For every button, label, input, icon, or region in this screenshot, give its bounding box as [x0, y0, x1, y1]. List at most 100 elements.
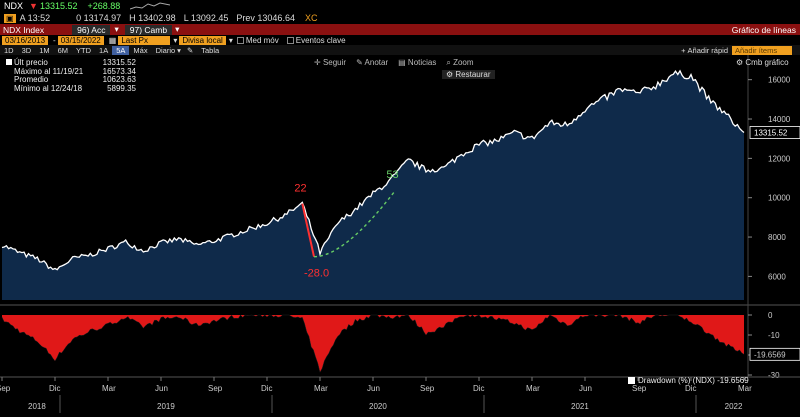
date-to-input[interactable]: 03/15/2022: [57, 35, 104, 45]
recovery-line: [313, 191, 395, 258]
checkbox-eventos[interactable]: [286, 36, 294, 44]
cmb-label: Cmb gráfico: [745, 58, 789, 67]
legend-label: Mínimo al 12/24/18: [14, 83, 83, 93]
y-tick-label: 8000: [768, 233, 786, 242]
legend-row: Promedio 10623.63: [6, 75, 136, 85]
drop-line: [301, 203, 315, 257]
zoom-label: Zoom: [453, 58, 474, 67]
tab-6m[interactable]: 6M: [57, 45, 69, 55]
x-tick-label: Mar: [314, 384, 328, 393]
last-price-badge: [749, 126, 800, 139]
prev-value: Prev 13046.64: [236, 13, 295, 23]
price-line: [1, 69, 745, 271]
legend-row: Últ precio 13315.52: [6, 58, 136, 68]
pencil-icon: ✎: [356, 58, 363, 67]
y2-tick-label: 0: [768, 311, 773, 320]
x-tick-label: Mar: [102, 384, 116, 393]
security-bar: NDX Index 96) Acc ▾ 97) Camb ▾ Gráfico d…: [0, 24, 800, 35]
chevron-down-icon: ▾: [228, 35, 233, 45]
xc-value: XC: [304, 13, 318, 23]
price-chart[interactable]: 60008000100001200014000160000-10-20-3013…: [0, 55, 800, 417]
acc-menu[interactable]: 96) Acc: [72, 24, 111, 35]
chevron-down-icon: ▾: [173, 35, 178, 45]
x-tick-label: Sep: [0, 384, 11, 393]
x-year-label: 2020: [369, 402, 387, 411]
annotation-drop: -28.0: [304, 268, 329, 280]
legend-label: Promedio: [14, 75, 49, 84]
calendar-icon[interactable]: ▦: [108, 35, 117, 45]
x-tick-label: Dic: [473, 384, 485, 393]
y-tick-label: 6000: [768, 272, 786, 281]
high-value: H 13402.98: [129, 13, 176, 23]
chart-action-bar: ✛ Seguir ✎ Anotar ▤ Noticias ⌕ Zoom: [314, 58, 474, 68]
ticker: NDX: [4, 1, 24, 11]
zoom-icon: ⌕: [446, 58, 451, 67]
y-tick-label: 12000: [768, 154, 791, 163]
y2-tick-label: -10: [768, 331, 780, 340]
x-year-label: 2018: [28, 402, 46, 411]
table-button[interactable]: Tabla: [201, 45, 220, 55]
tab-1d[interactable]: 1D: [4, 45, 14, 55]
chart-type-title: Gráfico de líneas: [731, 24, 796, 35]
index-name[interactable]: NDX Index: [3, 24, 45, 35]
gear-icon[interactable]: ✎: [186, 45, 194, 55]
x-tick-label: Jun: [155, 384, 168, 393]
x-year-label: 2022: [725, 402, 743, 411]
freq-select[interactable]: Diario: [155, 45, 176, 55]
cmb-grafico-button[interactable]: ⚙ Cmb gráfico: [736, 58, 789, 67]
down-arrow-icon: ▼: [29, 1, 38, 11]
restore-icon: ⚙: [446, 70, 454, 79]
x-tick-label: Dic: [261, 384, 273, 393]
last-price-badge-text: 13315.52: [754, 128, 788, 137]
noticias-button[interactable]: ▤ Noticias: [398, 58, 436, 68]
legend-value: 5899.35: [107, 83, 136, 93]
x-tick-label: Jun: [579, 384, 592, 393]
camb-menu[interactable]: 97) Camb: [124, 24, 173, 35]
ohlc-bar: ▣ A 13:52 0 13174.97 H 13402.98 L 13092.…: [0, 12, 800, 24]
tab-1a[interactable]: 1A: [99, 45, 109, 55]
anotar-button[interactable]: ✎ Anotar: [356, 58, 388, 68]
legend: Últ precio 13315.52 Máximo al 11/19/21 165…: [6, 58, 136, 93]
tab-5a[interactable]: 5A: [112, 45, 130, 55]
x-year-label: 2019: [157, 402, 175, 411]
tab-1m[interactable]: 1M: [39, 45, 50, 55]
bbg-icon[interactable]: ▣: [4, 13, 16, 23]
restaurar-button[interactable]: ⚙ Restaurar: [442, 70, 495, 79]
tab-3d[interactable]: 3D: [21, 45, 32, 55]
price-area: [2, 70, 744, 301]
legend-swatch-icon: [6, 59, 12, 65]
chevron-down-icon: ▾: [177, 45, 181, 55]
x-tick-label: Sep: [208, 384, 223, 393]
last-px-select[interactable]: Last Px: [118, 35, 171, 45]
zoom-button[interactable]: ⌕ Zoom: [446, 58, 473, 68]
x-tick-label: Dic: [49, 384, 61, 393]
open-value: 0 13174.97: [76, 13, 122, 23]
seguir-button[interactable]: ✛ Seguir: [314, 58, 346, 68]
legend-value: 10623.63: [102, 75, 136, 84]
plus-icon: +: [681, 45, 686, 55]
add-rapid-label[interactable]: Añadir rápid: [687, 45, 728, 55]
crosshair-icon: ✛: [314, 58, 321, 67]
anotar-label: Anotar: [364, 58, 389, 67]
tab-ytd[interactable]: YTD: [76, 45, 92, 55]
legend-label: Máximo al 11/19/21: [14, 66, 84, 76]
noticias-label: Noticias: [407, 58, 437, 67]
legend-label-text: Últ precio: [14, 58, 48, 67]
chevron-down-icon: ▾: [114, 24, 119, 34]
date-from-input[interactable]: 03/16/2013: [2, 35, 49, 45]
annotation-recovery: 53: [386, 169, 398, 181]
chart-settings-bar: 03/16/2013 - 03/15/2022 ▦ Last Px ▾ Divi…: [0, 35, 800, 45]
x-tick-label: Jun: [367, 384, 380, 393]
add-items-input[interactable]: Añadir ítems: [732, 45, 792, 55]
y-tick-label: 10000: [768, 194, 791, 203]
checkbox-med-mov[interactable]: [236, 36, 244, 44]
sparkline-icon: [130, 2, 171, 10]
x-tick-label: Sep: [632, 384, 647, 393]
news-icon: ▤: [398, 58, 406, 67]
tab-max[interactable]: Máx: [133, 45, 148, 55]
legend-value: 13315.52: [102, 58, 136, 67]
restaurar-label: Restaurar: [455, 70, 491, 79]
legend-row: Máximo al 11/19/21 16573.34: [6, 66, 136, 77]
drawdown-legend: Drawdown (%) (NDX) -19.6569: [628, 376, 749, 385]
divisa-select[interactable]: Divisa local: [179, 35, 226, 45]
